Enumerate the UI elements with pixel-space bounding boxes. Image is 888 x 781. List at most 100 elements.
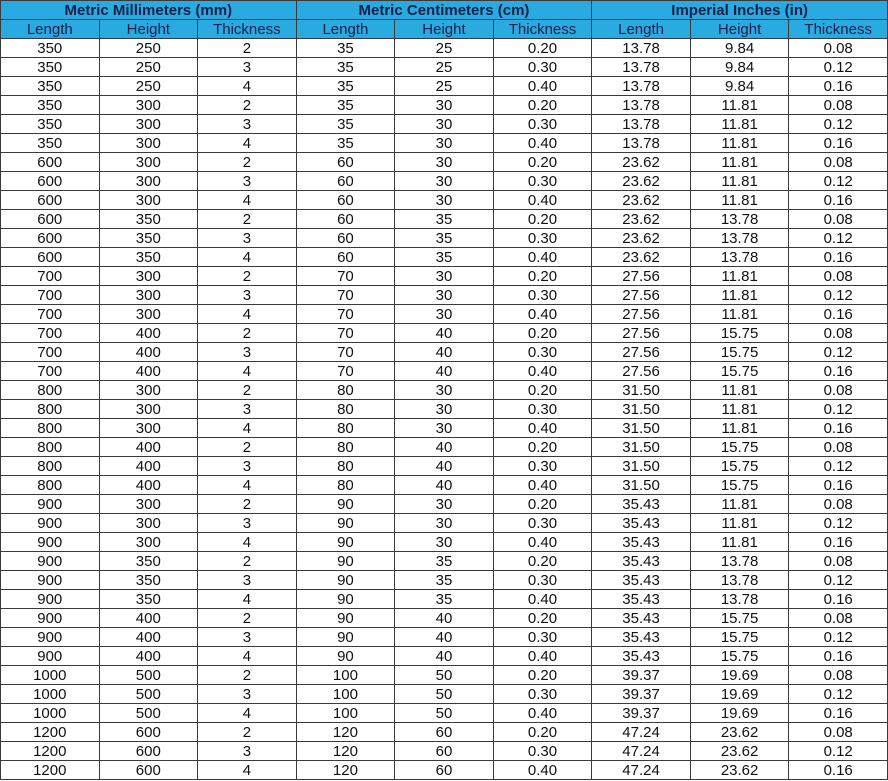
cell-cm-height: 40: [394, 361, 494, 381]
cell-in-height: 11.81: [689, 399, 790, 419]
cell-cm-thickness: 0.30: [492, 456, 593, 476]
cell-in-length: 23.62: [591, 247, 691, 267]
cell-mm-length: 900: [0, 627, 100, 647]
cell-in-height: 11.81: [689, 513, 790, 533]
table-row: 900 350 3 90 35 0.30 35.43 13.78 0.12: [0, 570, 888, 590]
cell-in-length: 27.56: [591, 342, 691, 362]
cell-in-height: 9.84: [689, 57, 790, 77]
cell-in-height: 15.75: [689, 608, 790, 628]
column-header-mm-height: Height: [98, 19, 199, 39]
cell-mm-height: 350: [98, 551, 199, 571]
cell-mm-height: 400: [98, 361, 199, 381]
cell-cm-height: 30: [394, 380, 494, 400]
table-row: 350 250 4 35 25 0.40 13.78 9.84 0.16: [0, 76, 888, 96]
cell-in-height: 13.78: [689, 209, 790, 229]
cell-mm-length: 350: [0, 38, 100, 58]
cell-cm-thickness: 0.30: [492, 684, 593, 704]
cell-cm-height: 35: [394, 228, 494, 248]
cell-in-length: 13.78: [591, 95, 691, 115]
cell-cm-thickness: 0.30: [492, 57, 593, 77]
cell-cm-length: 35: [295, 95, 396, 115]
cell-mm-height: 400: [98, 342, 199, 362]
table-row: 800 300 3 80 30 0.30 31.50 11.81 0.12: [0, 399, 888, 419]
cell-cm-length: 90: [295, 570, 396, 590]
table-row: 350 300 2 35 30 0.20 13.78 11.81 0.08: [0, 95, 888, 115]
cell-cm-length: 70: [295, 304, 396, 324]
cell-cm-thickness: 0.40: [492, 646, 593, 666]
cell-in-length: 13.78: [591, 38, 691, 58]
cell-mm-height: 600: [98, 741, 199, 761]
table-row: 350 300 3 35 30 0.30 13.78 11.81 0.12: [0, 114, 888, 134]
cell-mm-thickness: 4: [197, 703, 297, 723]
cell-in-thickness: 0.08: [788, 722, 888, 742]
cell-cm-height: 50: [394, 665, 494, 685]
cell-in-height: 11.81: [689, 152, 790, 172]
cell-mm-height: 300: [98, 171, 199, 191]
cell-in-height: 15.75: [689, 323, 790, 343]
cell-cm-length: 90: [295, 532, 396, 552]
cell-cm-height: 30: [394, 399, 494, 419]
cell-cm-thickness: 0.20: [492, 380, 593, 400]
cell-mm-thickness: 2: [197, 323, 297, 343]
cell-cm-length: 35: [295, 133, 396, 153]
table-row: 600 300 2 60 30 0.20 23.62 11.81 0.08: [0, 152, 888, 172]
cell-mm-length: 700: [0, 323, 100, 343]
cell-in-length: 35.43: [591, 589, 691, 609]
cell-in-length: 35.43: [591, 627, 691, 647]
cell-mm-height: 300: [98, 285, 199, 305]
cell-mm-thickness: 2: [197, 38, 297, 58]
table-row: 1000 500 4 100 50 0.40 39.37 19.69 0.16: [0, 703, 888, 723]
cell-in-thickness: 0.16: [788, 133, 888, 153]
cell-cm-thickness: 0.20: [492, 95, 593, 115]
cell-in-height: 11.81: [689, 532, 790, 552]
table-row: 600 350 3 60 35 0.30 23.62 13.78 0.12: [0, 228, 888, 248]
table-row: 1200 600 3 120 60 0.30 47.24 23.62 0.12: [0, 741, 888, 761]
cell-in-length: 23.62: [591, 171, 691, 191]
cell-in-length: 13.78: [591, 76, 691, 96]
cell-mm-height: 300: [98, 399, 199, 419]
cell-cm-length: 70: [295, 285, 396, 305]
cell-in-height: 15.75: [689, 361, 790, 381]
table-row: 900 400 3 90 40 0.30 35.43 15.75 0.12: [0, 627, 888, 647]
cell-cm-height: 40: [394, 475, 494, 495]
cell-mm-height: 600: [98, 760, 199, 780]
cell-mm-length: 700: [0, 342, 100, 362]
cell-in-height: 11.81: [689, 133, 790, 153]
cell-in-thickness: 0.08: [788, 95, 888, 115]
table-row: 600 350 4 60 35 0.40 23.62 13.78 0.16: [0, 247, 888, 267]
cell-mm-thickness: 4: [197, 475, 297, 495]
cell-cm-thickness: 0.20: [492, 551, 593, 571]
table-row: 700 400 2 70 40 0.20 27.56 15.75 0.08: [0, 323, 888, 343]
cell-cm-thickness: 0.20: [492, 323, 593, 343]
cell-mm-length: 900: [0, 532, 100, 552]
cell-in-thickness: 0.08: [788, 665, 888, 685]
cell-cm-height: 50: [394, 684, 494, 704]
cell-mm-length: 800: [0, 399, 100, 419]
cell-mm-height: 300: [98, 380, 199, 400]
cell-mm-height: 600: [98, 722, 199, 742]
table-row: 900 350 2 90 35 0.20 35.43 13.78 0.08: [0, 551, 888, 571]
cell-in-height: 23.62: [689, 760, 790, 780]
cell-mm-height: 400: [98, 456, 199, 476]
cell-in-thickness: 0.12: [788, 114, 888, 134]
cell-mm-thickness: 4: [197, 190, 297, 210]
table-row: 900 400 4 90 40 0.40 35.43 15.75 0.16: [0, 646, 888, 666]
cell-in-length: 31.50: [591, 418, 691, 438]
cell-cm-thickness: 0.20: [492, 266, 593, 286]
cell-cm-thickness: 0.20: [492, 38, 593, 58]
cell-cm-height: 40: [394, 627, 494, 647]
cell-cm-length: 35: [295, 38, 396, 58]
cell-mm-length: 800: [0, 380, 100, 400]
cell-in-length: 47.24: [591, 722, 691, 742]
table-row: 1000 500 2 100 50 0.20 39.37 19.69 0.08: [0, 665, 888, 685]
table-row: 800 400 4 80 40 0.40 31.50 15.75 0.16: [0, 475, 888, 495]
cell-cm-thickness: 0.40: [492, 190, 593, 210]
cell-cm-height: 50: [394, 703, 494, 723]
cell-mm-thickness: 3: [197, 399, 297, 419]
cell-in-height: 15.75: [689, 475, 790, 495]
column-header-in-thickness: Thickness: [788, 19, 888, 39]
cell-mm-height: 500: [98, 684, 199, 704]
cell-mm-length: 1000: [0, 703, 100, 723]
cell-mm-thickness: 3: [197, 114, 297, 134]
